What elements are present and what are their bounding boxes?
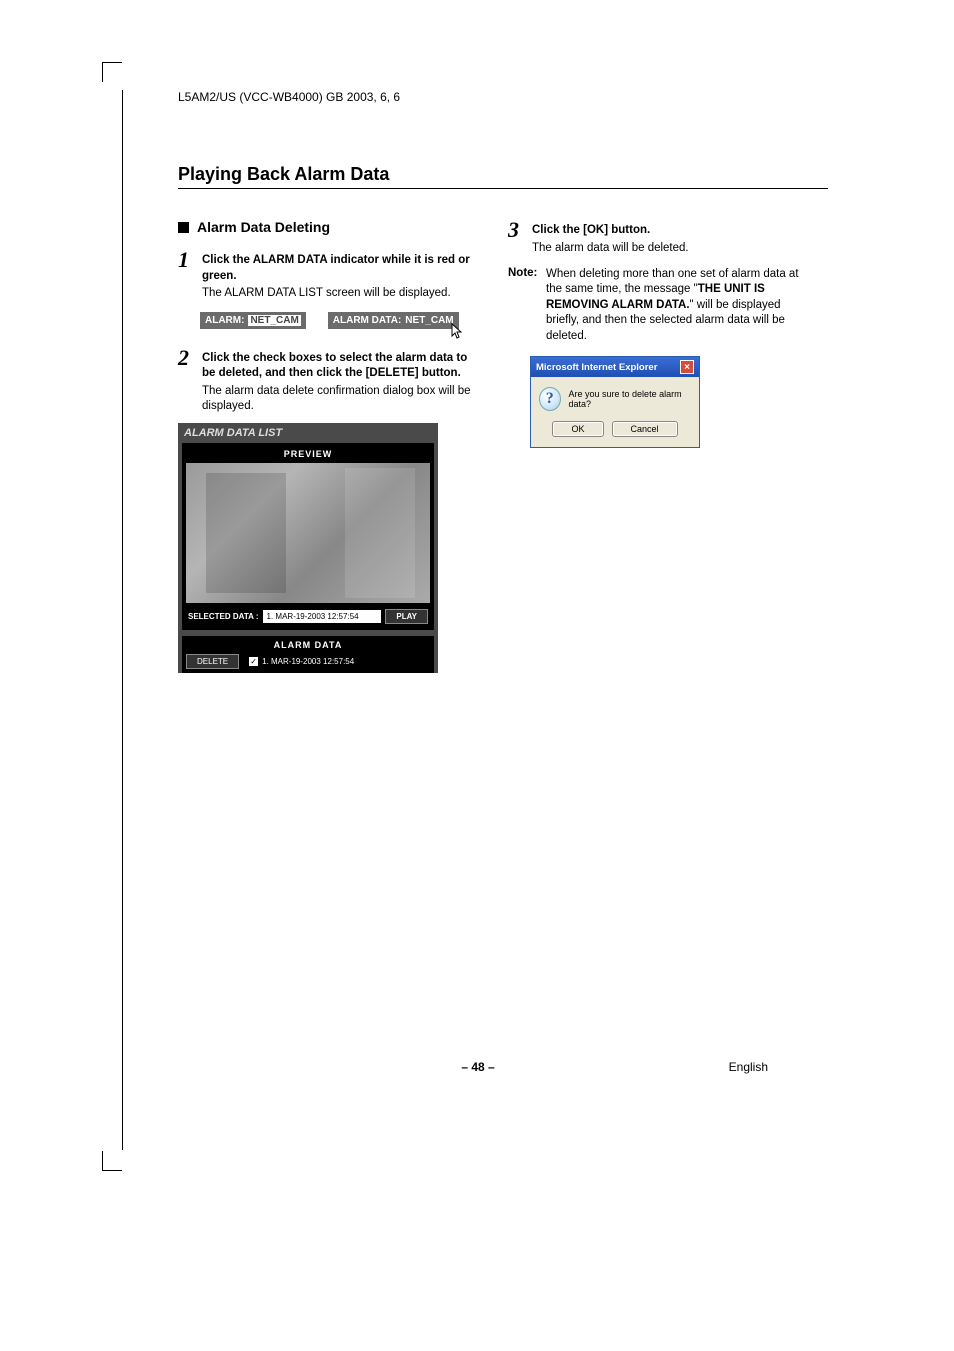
- crop-mark-bl: [102, 1151, 122, 1171]
- question-icon: ?: [539, 387, 561, 411]
- section-title: Playing Back Alarm Data: [178, 164, 828, 189]
- step-number: 1: [178, 249, 196, 302]
- selected-data-label: SELECTED DATA :: [188, 612, 259, 621]
- step-title: Click the check boxes to select the alar…: [202, 351, 478, 382]
- dialog-message: Are you sure to delete alarm data?: [569, 389, 691, 409]
- alarm-data-list-panel: ALARM DATA LIST PREVIEW SELECTED DATA : …: [178, 423, 438, 673]
- selected-data-value: 1. MAR-19-2003 12:57:54: [263, 610, 382, 623]
- dialog-close-button[interactable]: ×: [680, 360, 694, 374]
- step-number: 2: [178, 347, 196, 415]
- alarm-data-row: ✓ 1. MAR-19-2003 12:57:54: [249, 657, 354, 666]
- step-desc: The ALARM DATA LIST screen will be displ…: [202, 286, 478, 302]
- alarm-value: NET_CAM: [248, 315, 300, 326]
- confirm-dialog: Microsoft Internet Explorer × ? Are you …: [530, 356, 700, 448]
- ok-button[interactable]: OK: [552, 421, 603, 437]
- preview-label: PREVIEW: [186, 447, 430, 463]
- alarm-list-title: ALARM DATA LIST: [178, 423, 438, 443]
- alarm-row-checkbox[interactable]: ✓: [249, 657, 258, 666]
- step-number: 3: [508, 219, 526, 256]
- alarm-data-indicator[interactable]: ALARM DATA: NET_CAM: [328, 312, 459, 329]
- subsection-title: Alarm Data Deleting: [197, 219, 330, 235]
- preview-image: [186, 463, 430, 603]
- alarm-row-text: 1. MAR-19-2003 12:57:54: [262, 657, 354, 666]
- page-language: English: [729, 1060, 768, 1074]
- page-number: – 48 –: [461, 1060, 494, 1074]
- step-title: Click the ALARM DATA indicator while it …: [202, 253, 478, 284]
- page-content: L5AM2/US (VCC-WB4000) GB 2003, 6, 6 Play…: [128, 90, 828, 677]
- step-title: Click the [OK] button.: [532, 223, 808, 239]
- play-button[interactable]: PLAY: [385, 609, 428, 624]
- note-block: Note: When deleting more than one set of…: [508, 266, 808, 344]
- doc-header: L5AM2/US (VCC-WB4000) GB 2003, 6, 6: [178, 90, 828, 104]
- step-desc: The alarm data delete confirmation dialo…: [202, 384, 478, 415]
- step-desc: The alarm data will be deleted.: [532, 241, 808, 257]
- subsection-header: Alarm Data Deleting: [178, 219, 478, 235]
- dialog-titlebar: Microsoft Internet Explorer ×: [531, 357, 699, 377]
- alarm-indicator[interactable]: ALARM: NET_CAM: [200, 312, 306, 329]
- alarm-data-value: NET_CAM: [405, 315, 453, 326]
- indicator-row: ALARM: NET_CAM ALARM DATA: NET_CAM: [200, 312, 478, 329]
- dialog-title: Microsoft Internet Explorer: [536, 362, 657, 373]
- alarm-data-label: ALARM DATA:: [333, 315, 402, 326]
- crop-mark-tl: [102, 62, 122, 82]
- step-3: 3 Click the [OK] button. The alarm data …: [508, 219, 808, 256]
- square-bullet-icon: [178, 222, 189, 233]
- cursor-icon: [451, 323, 465, 341]
- vertical-rule: [122, 90, 123, 1150]
- alarm-data-header: ALARM DATA: [186, 640, 430, 654]
- note-label: Note:: [508, 267, 537, 279]
- right-column: 3 Click the [OK] button. The alarm data …: [508, 219, 808, 677]
- alarm-label: ALARM:: [205, 315, 244, 326]
- step-1: 1 Click the ALARM DATA indicator while i…: [178, 249, 478, 302]
- delete-button[interactable]: DELETE: [186, 654, 239, 669]
- left-column: Alarm Data Deleting 1 Click the ALARM DA…: [178, 219, 478, 677]
- cancel-button[interactable]: Cancel: [612, 421, 678, 437]
- note-body: When deleting more than one set of alarm…: [546, 267, 808, 345]
- step-2: 2 Click the check boxes to select the al…: [178, 347, 478, 415]
